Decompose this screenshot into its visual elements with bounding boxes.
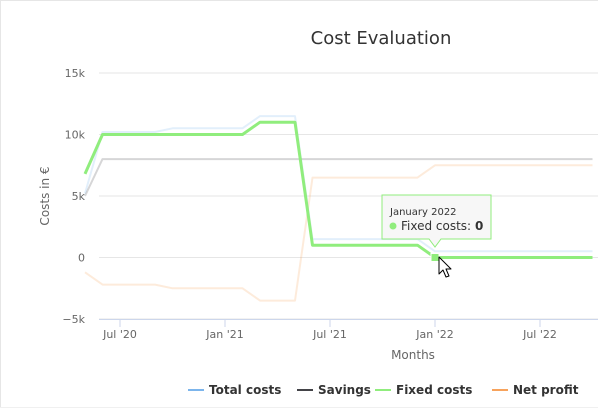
- legend-label: Total costs: [209, 383, 281, 397]
- y-tick-label: 5k: [72, 190, 86, 203]
- legend-item-savings[interactable]: Savings: [297, 383, 371, 397]
- legend-label: Net profit: [513, 383, 579, 397]
- series-line-fixed-costs[interactable]: [83, 120, 593, 259]
- series-group: [83, 115, 593, 302]
- tooltip-series-dot: [389, 222, 397, 230]
- x-tick-label: Jul '20: [102, 328, 137, 341]
- series-line-savings[interactable]: [84, 158, 593, 197]
- legend-item-net-profit[interactable]: Net profit: [492, 383, 579, 397]
- y-tick-label: 0: [78, 252, 85, 265]
- legend-label: Fixed costs: [396, 383, 472, 397]
- tooltip-header: January 2022: [389, 207, 457, 218]
- x-axis-title: Months: [391, 348, 435, 362]
- cursor-arrow-shape: [438, 256, 452, 278]
- legend-item-fixed-costs[interactable]: Fixed costs: [375, 383, 472, 397]
- x-tick-label: Jan '21: [205, 328, 243, 341]
- tick-labels: 15k 10k 5k 0 −5k Jul '20 Jan '21 Jul '21 Jan '22…: [62, 67, 556, 341]
- x-tick-label: Jul '21: [312, 328, 347, 341]
- y-tick-label: 15k: [65, 67, 86, 80]
- chart-title: Cost Evaluation: [311, 28, 452, 49]
- legend-label: Savings: [318, 383, 371, 397]
- tooltip-box: [381, 194, 492, 248]
- x-tick-label: Jul '22: [522, 328, 557, 341]
- y-tick-label: 10k: [65, 129, 86, 142]
- y-axis-title: Costs in €: [38, 166, 52, 225]
- legend-item-total-costs[interactable]: Total costs: [188, 383, 281, 397]
- hovered-point-marker[interactable]: [430, 253, 440, 262]
- y-tick-label: −5k: [62, 313, 85, 326]
- x-tick-label: Jan '22: [415, 328, 453, 341]
- tooltip-value: 0: [475, 219, 483, 233]
- series-line-net-profit[interactable]: [84, 164, 593, 302]
- series-line-total-costs[interactable]: [84, 115, 593, 253]
- mouse-cursor-icon: [438, 256, 452, 278]
- tooltip-label: Fixed costs:: [401, 219, 471, 233]
- legend: Total costs Savings Fixed costs Net profit: [188, 383, 579, 397]
